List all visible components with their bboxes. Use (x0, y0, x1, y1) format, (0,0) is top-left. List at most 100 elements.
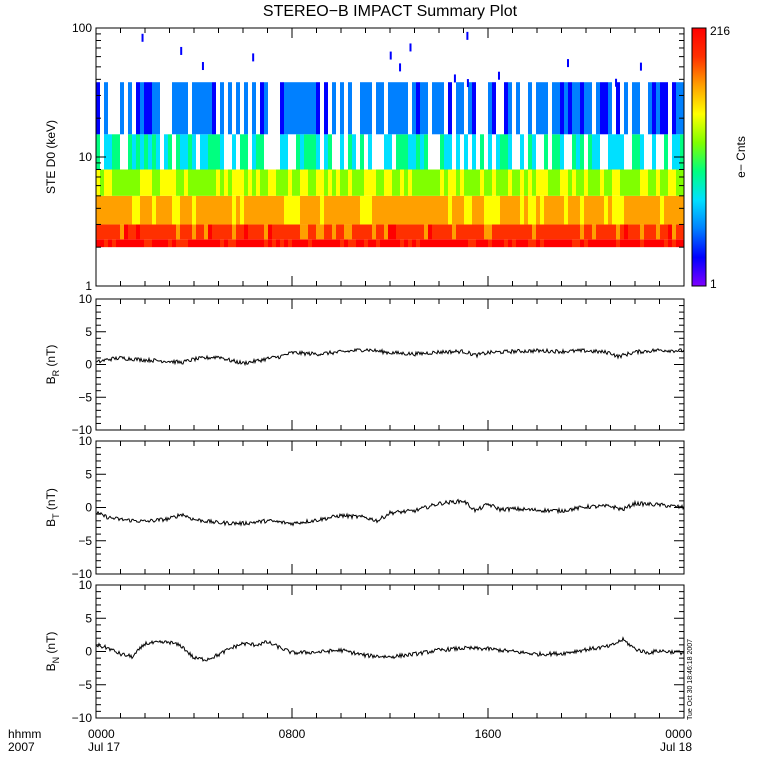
spectrogram-cell (572, 134, 576, 170)
spectrogram-cell (336, 239, 340, 248)
spectrogram-cell (548, 239, 552, 248)
spectrogram-cell (448, 239, 452, 248)
spectrogram-cell (292, 195, 296, 225)
time-axis-label-hhmm: hhmm (8, 727, 41, 741)
spectrogram-cell (112, 224, 116, 240)
spectrogram-cell (472, 82, 476, 135)
colorbar-label: e− Cnts (734, 136, 748, 178)
spectrogram-cell (144, 239, 148, 248)
spectrogram-cell (412, 239, 416, 248)
spectrogram-cell (636, 224, 640, 240)
spectrogram-cell (508, 134, 512, 170)
spectrogram-cell (512, 169, 516, 196)
spectrogram-cell (608, 239, 612, 248)
spectrogram-cell (188, 224, 192, 240)
spectrogram-cell (316, 134, 320, 170)
spectrogram-cell (204, 195, 208, 225)
spectrogram-cell (452, 195, 456, 225)
spectrogram-cell (288, 195, 292, 225)
spectrogram-cell (200, 169, 204, 196)
spectrogram-cell (352, 224, 356, 240)
spectrogram-cell (368, 169, 372, 196)
spectrogram-cell (644, 224, 648, 240)
spectrogram-cell (592, 134, 596, 170)
time-axis-label-year: 2007 (8, 740, 35, 754)
spectrogram-cell (364, 195, 368, 225)
spectrogram-cell (268, 239, 272, 248)
spectrogram-cell (264, 169, 268, 196)
spectrogram-cell (160, 239, 164, 248)
spectrogram-cell (248, 169, 252, 196)
spectrogram-cell (340, 169, 344, 196)
spectrogram-cell (340, 195, 344, 225)
spectrogram-cell (260, 82, 264, 135)
spectrogram-cell (516, 195, 520, 225)
spectrogram-cell (456, 82, 460, 135)
spectrogram-cell (376, 169, 380, 196)
spectrogram-cell (200, 224, 204, 240)
spectrogram-cell (396, 134, 400, 170)
spectrogram-cell (604, 169, 608, 196)
spectrogram-cell (504, 134, 508, 170)
spectrogram-cell (652, 224, 656, 240)
spectrogram-cell (164, 195, 168, 225)
spectrogram-cell (608, 169, 612, 196)
spectrogram-cell (496, 239, 500, 248)
spectrogram-cell (668, 239, 672, 248)
y-axis-label: BN (nT) (44, 632, 61, 672)
spectrogram-cell (348, 224, 352, 240)
spectrogram-cell (492, 239, 496, 248)
spectrogram-cell (644, 169, 648, 196)
spectrogram-cell (644, 195, 648, 225)
spectrogram-cell (488, 195, 492, 225)
spectrogram-cell (164, 134, 168, 170)
y-tick-label: −10 (72, 567, 93, 581)
spectrogram-cell (148, 82, 152, 135)
spectrogram-cell (508, 169, 512, 196)
spectrogram-cell (380, 82, 384, 135)
spectrogram-cell (648, 82, 652, 135)
y-tick-label: −5 (78, 678, 92, 692)
spectrogram-cell (152, 224, 156, 240)
y-tick-label: 100 (72, 21, 92, 35)
spectrogram-cell (376, 224, 380, 240)
spectrogram-cell (568, 169, 572, 196)
spectrogram-cell (416, 224, 420, 240)
spectrogram-cell (212, 195, 216, 225)
spectrogram-cell (368, 195, 372, 225)
spectrogram-cell (448, 224, 452, 240)
spectrogram-cell (388, 134, 392, 170)
spectrogram-cell (120, 239, 124, 248)
spectrogram-cell (300, 239, 304, 248)
spectrogram-cell (120, 169, 124, 196)
time-tick-label: 0800 (279, 727, 306, 741)
spectrogram-cell (432, 82, 436, 135)
spectrogram-cell (348, 195, 352, 225)
spectrogram-cell (168, 239, 172, 248)
spectrogram-cell (596, 134, 600, 170)
y-tick-label: −10 (72, 711, 93, 725)
spectrogram-cell (196, 239, 200, 248)
spectrogram-cell (468, 169, 472, 196)
spectrogram-cell (328, 239, 332, 248)
spectrogram-cell (380, 239, 384, 248)
spectrogram-cell (464, 169, 468, 196)
spectrogram-cell (312, 224, 316, 240)
spectrogram-cell (636, 239, 640, 248)
spectrogram-cell (620, 195, 624, 225)
spectrogram-cell (200, 195, 204, 225)
spectrogram-cell (452, 169, 456, 196)
spectrogram-cell (656, 239, 660, 248)
spectrogram-cell (180, 195, 184, 225)
spectrogram-cell (332, 239, 336, 248)
electron-spectrogram-panel: 1 10 100 STE D0 (keV) (44, 21, 685, 293)
spectrogram-cell (652, 195, 656, 225)
spectrogram-cell (316, 239, 320, 248)
spectrogram-cell (288, 239, 292, 248)
spectrogram-cell (244, 239, 248, 248)
spectrogram-cell (652, 134, 656, 170)
spectrogram-cell (560, 224, 564, 240)
y-tick-label: 10 (79, 434, 93, 448)
spectrogram-cell (136, 82, 140, 135)
spectrogram-cell (328, 169, 332, 196)
